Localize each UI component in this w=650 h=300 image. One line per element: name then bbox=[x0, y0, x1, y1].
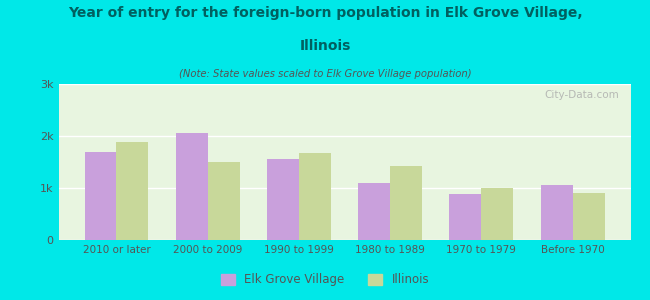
Bar bbox=[358, 183, 390, 240]
Bar bbox=[573, 193, 604, 240]
Text: Illinois: Illinois bbox=[299, 39, 351, 53]
Bar bbox=[390, 166, 422, 240]
Bar bbox=[207, 162, 240, 240]
Bar bbox=[176, 134, 207, 240]
Bar bbox=[267, 159, 299, 240]
Legend: Elk Grove Village, Illinois: Elk Grove Village, Illinois bbox=[216, 269, 434, 291]
Bar bbox=[482, 188, 514, 240]
Bar bbox=[541, 185, 573, 240]
Bar bbox=[84, 152, 116, 240]
Text: (Note: State values scaled to Elk Grove Village population): (Note: State values scaled to Elk Grove … bbox=[179, 69, 471, 79]
Text: Year of entry for the foreign-born population in Elk Grove Village,: Year of entry for the foreign-born popul… bbox=[68, 6, 582, 20]
Bar bbox=[116, 142, 148, 240]
Text: City-Data.com: City-Data.com bbox=[544, 90, 619, 100]
Bar bbox=[449, 194, 482, 240]
Bar bbox=[299, 153, 331, 240]
